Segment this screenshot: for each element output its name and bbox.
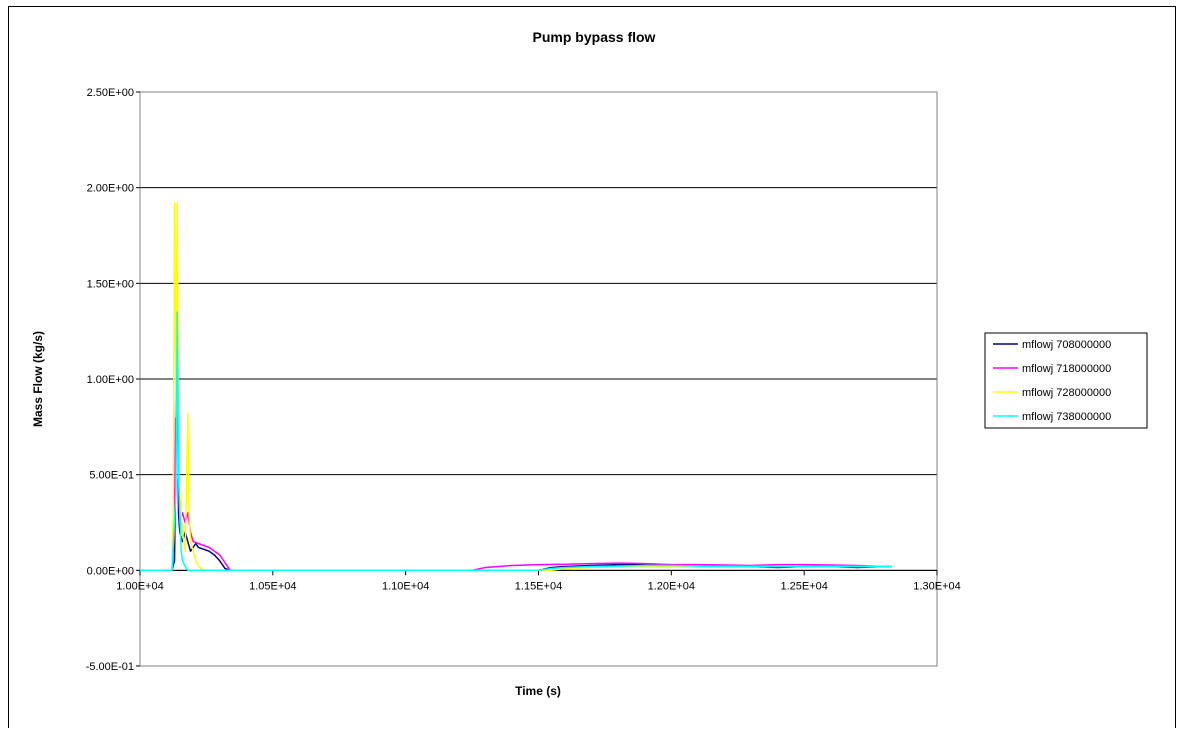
series-lines (140, 202, 892, 572)
series-line-2 (140, 244, 892, 572)
series-line-4 (140, 311, 892, 572)
x-tick-label: 1.30E+04 (913, 580, 960, 592)
x-axis-title: Time (s) (515, 684, 561, 698)
legend: mflowj 708000000 mflowj 718000000 mflowj 7… (984, 332, 1148, 429)
y-tick-label: 2.50E+00 (87, 87, 134, 99)
x-tick-label: 1.00E+04 (116, 580, 163, 592)
series-line-1 (140, 320, 892, 572)
legend-label-2: mflowj 718000000 (1022, 363, 1111, 375)
y-tick-label: 2.00E+00 (87, 183, 134, 195)
legend-label-1: mflowj 708000000 (1022, 339, 1111, 351)
y-tick-label: -5.00E-01 (86, 661, 134, 673)
legend-label-3: mflowj 728000000 (1022, 387, 1111, 399)
x-tick-label: 1.05E+04 (249, 580, 296, 592)
x-tick-label: 1.15E+04 (515, 580, 562, 592)
x-tick-label: 1.25E+04 (780, 580, 827, 592)
x-tick-label: 1.20E+04 (648, 580, 695, 592)
y-tick-label: 1.50E+00 (87, 278, 134, 290)
y-tick-label: 5.00E-01 (89, 470, 134, 482)
y-tick-label: 0.00E+00 (87, 565, 134, 577)
y-axis-title: Mass Flow (kg/s) (31, 331, 45, 427)
y-axis: 2.50E+00 2.00E+00 1.50E+00 1.00E+00 5.00E-01… (86, 87, 140, 673)
chart-title: Pump bypass flow (533, 29, 656, 45)
legend-label-4: mflowj 738000000 (1022, 411, 1111, 423)
series-line-3 (140, 202, 892, 572)
x-tick-label: 1.10E+04 (382, 580, 429, 592)
x-axis: 1.00E+04 1.05E+04 1.10E+04 1.15E+04 1.20E+04… (116, 569, 961, 592)
chart-frame (8, 6, 1176, 728)
y-tick-label: 1.00E+00 (87, 374, 134, 386)
legend-box (984, 332, 1148, 429)
